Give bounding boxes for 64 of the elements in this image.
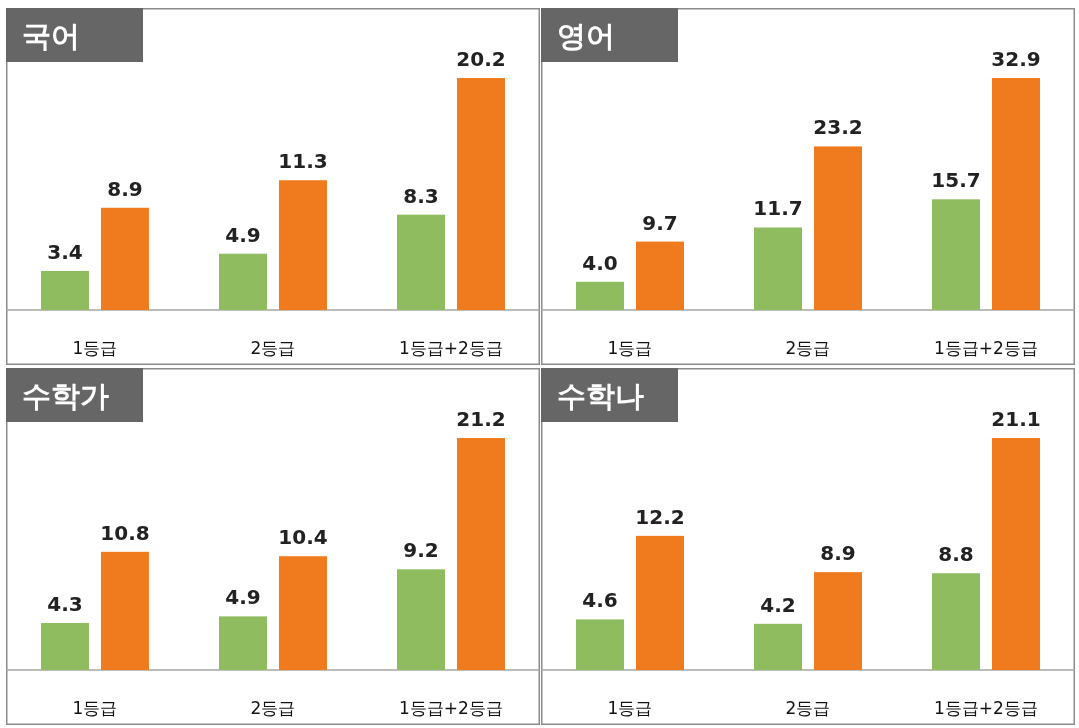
bar: [576, 281, 624, 310]
bar: [219, 616, 267, 670]
x-tick-label: 2등급: [250, 338, 296, 358]
bar: [636, 535, 684, 670]
x-tick-label: 2등급: [785, 338, 831, 358]
x-tick-label: 1등급: [607, 698, 653, 718]
chart-title: 영어: [557, 19, 615, 53]
data-label: 4.0: [582, 250, 618, 275]
data-label: 10.4: [278, 525, 328, 550]
bar: [457, 438, 505, 670]
x-tick-label: 1등급: [72, 338, 118, 358]
bar: [101, 207, 149, 310]
chart-title: 수학가: [22, 379, 109, 413]
bar: [457, 78, 505, 310]
x-tick-label: 1등급+2등급: [934, 338, 1038, 358]
data-label: 10.8: [100, 520, 150, 545]
data-label: 11.3: [278, 149, 328, 174]
data-label: 8.9: [820, 541, 856, 566]
chart-title: 국어: [22, 19, 80, 53]
bar: [932, 199, 980, 310]
data-label: 15.7: [931, 168, 981, 193]
bar: [279, 180, 327, 310]
bar: [101, 551, 149, 670]
bar: [992, 78, 1040, 310]
data-label: 8.8: [938, 542, 974, 567]
bar: [992, 438, 1040, 670]
data-label: 4.3: [47, 591, 83, 616]
data-label: 20.2: [456, 47, 506, 71]
data-label: 4.9: [225, 585, 261, 610]
bar: [754, 227, 802, 310]
data-label: 12.2: [635, 504, 685, 529]
bar: [814, 572, 862, 670]
bar: [754, 623, 802, 670]
x-tick-label: 1등급: [607, 338, 653, 358]
x-tick-label: 1등급: [72, 698, 118, 718]
data-label: 11.7: [753, 196, 803, 221]
data-label: 4.2: [760, 592, 796, 617]
bar: [814, 146, 862, 310]
data-label: 32.9: [991, 47, 1041, 71]
data-label: 9.7: [642, 210, 678, 235]
data-label: 21.1: [991, 407, 1041, 431]
bar: [576, 619, 624, 670]
x-tick-label: 2등급: [785, 698, 831, 718]
bar: [397, 569, 445, 670]
x-tick-label: 1등급+2등급: [399, 338, 503, 358]
data-label: 23.2: [813, 115, 863, 140]
bar: [219, 253, 267, 310]
bar: [41, 622, 89, 670]
x-tick-label: 1등급+2등급: [934, 698, 1038, 718]
data-label: 21.2: [456, 407, 506, 431]
bar: [397, 214, 445, 310]
data-label: 8.9: [107, 176, 143, 201]
data-label: 8.3: [403, 183, 439, 208]
data-label: 9.2: [403, 538, 439, 563]
x-tick-label: 2등급: [250, 698, 296, 718]
bar: [932, 573, 980, 670]
bar: [636, 241, 684, 310]
data-label: 4.9: [225, 222, 261, 247]
bar: [41, 270, 89, 310]
data-label: 4.6: [582, 588, 618, 613]
x-tick-label: 1등급+2등급: [399, 698, 503, 718]
bar: [279, 556, 327, 670]
data-label: 3.4: [47, 239, 83, 264]
chart-title: 수학나: [557, 379, 644, 413]
